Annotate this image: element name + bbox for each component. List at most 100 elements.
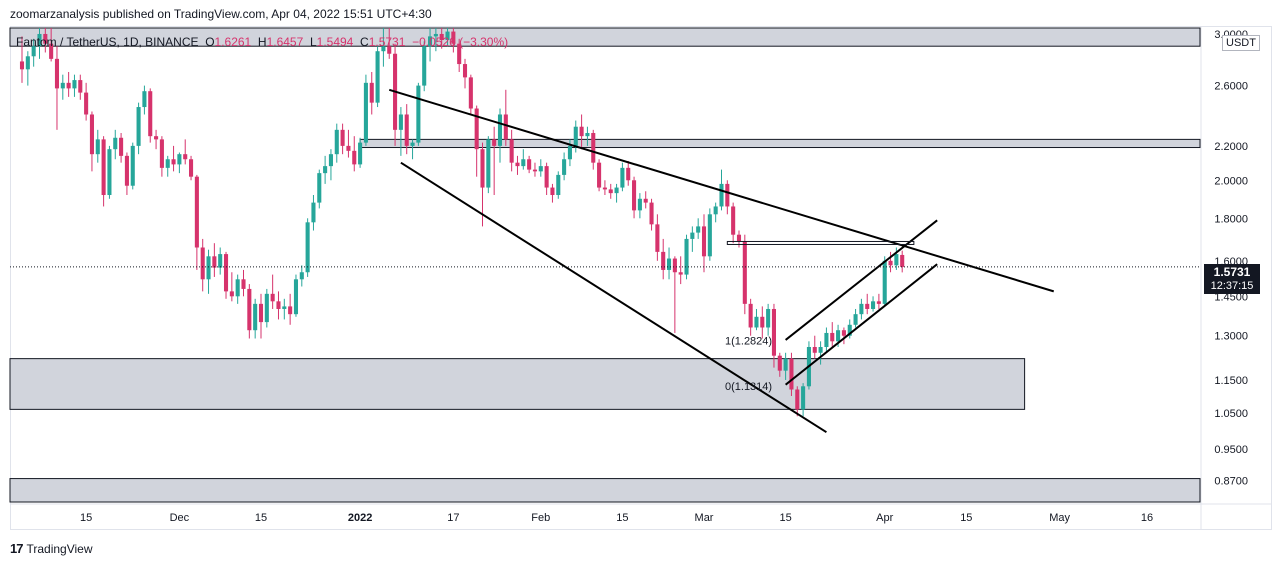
candle-body bbox=[527, 159, 532, 170]
candle-body bbox=[515, 162, 520, 167]
candle-body bbox=[37, 33, 42, 47]
candle-body bbox=[486, 139, 491, 188]
zone-box-3 bbox=[9, 478, 1201, 503]
candle-body bbox=[398, 114, 403, 130]
tradingview-footer[interactable]: 17 TradingView bbox=[10, 541, 93, 556]
fib-level-label-1: 0(1.1314) bbox=[725, 381, 772, 393]
candle-body bbox=[410, 142, 415, 146]
candle-body bbox=[282, 306, 287, 309]
candle-body bbox=[136, 107, 141, 146]
candle-body bbox=[474, 108, 479, 150]
candle-body bbox=[725, 183, 730, 207]
candle-body bbox=[358, 142, 363, 165]
x-tick-label: 2022 bbox=[348, 512, 372, 524]
candle-body bbox=[666, 258, 672, 270]
chart-frame[interactable] bbox=[10, 26, 1272, 530]
candle-body bbox=[632, 180, 637, 211]
y-tick-label: 2.0000 bbox=[1214, 175, 1248, 187]
candle-body bbox=[159, 139, 164, 168]
candle-body bbox=[620, 167, 625, 188]
candle-body bbox=[777, 355, 782, 371]
candle-body bbox=[655, 224, 660, 252]
candle-body bbox=[293, 279, 299, 315]
candle-body bbox=[60, 82, 65, 89]
candle-body bbox=[562, 159, 567, 175]
axis-layer: 3.00002.60002.20002.00001.80001.60001.45… bbox=[80, 29, 1248, 524]
candle-body bbox=[439, 33, 444, 41]
x-tick-label: 15 bbox=[960, 512, 972, 524]
candle-body bbox=[264, 293, 269, 323]
candle-body bbox=[171, 159, 176, 165]
reference-box-0 bbox=[726, 240, 915, 245]
zone-box-0 bbox=[9, 27, 1201, 47]
x-tick-label: 15 bbox=[779, 512, 791, 524]
candle-body bbox=[305, 222, 310, 273]
candle-body bbox=[445, 31, 450, 41]
candle-body bbox=[841, 330, 846, 336]
candle-body bbox=[503, 114, 508, 140]
candle-body bbox=[597, 162, 602, 188]
candle-body bbox=[451, 31, 456, 44]
candle-body bbox=[824, 332, 829, 347]
candle-body bbox=[19, 61, 25, 70]
candle-body bbox=[556, 174, 561, 196]
candle-body bbox=[119, 137, 124, 156]
y-tick-label: 1.3000 bbox=[1214, 331, 1248, 343]
legend-bar: Fantom / TetherUS, 1D, BINANCE O1.6261 H… bbox=[16, 34, 508, 50]
candle-body bbox=[247, 288, 252, 331]
candle-body bbox=[900, 254, 905, 267]
candle-body bbox=[270, 293, 275, 302]
candle-body bbox=[643, 198, 648, 203]
x-tick-label: Apr bbox=[876, 512, 893, 524]
candle-body bbox=[713, 206, 718, 215]
y-tick-label: 0.9500 bbox=[1214, 444, 1248, 456]
candle-body bbox=[468, 77, 473, 109]
candle-body bbox=[317, 173, 322, 203]
candle-body bbox=[276, 301, 281, 309]
candle-body bbox=[375, 51, 380, 103]
candle-body bbox=[54, 58, 60, 89]
candle-body bbox=[888, 260, 893, 266]
candle-body bbox=[789, 358, 794, 390]
candle-body bbox=[882, 260, 887, 304]
candle-body bbox=[492, 139, 497, 146]
candle-body bbox=[871, 301, 876, 309]
candle-body bbox=[783, 358, 788, 371]
candle-body bbox=[637, 198, 642, 211]
candle-body bbox=[422, 46, 427, 86]
currency-selector[interactable]: USDT bbox=[1222, 35, 1260, 51]
candle-body bbox=[433, 33, 438, 37]
candle-body bbox=[223, 254, 229, 292]
candle-body bbox=[124, 155, 129, 186]
candle-body bbox=[684, 238, 689, 275]
candle-body bbox=[707, 214, 712, 257]
candle-body bbox=[812, 346, 817, 353]
candle-body bbox=[165, 159, 170, 168]
candle-body bbox=[43, 33, 48, 44]
candle-body bbox=[218, 254, 223, 268]
legend-close-label: C bbox=[360, 35, 369, 49]
candle-body bbox=[678, 272, 683, 275]
trendline-1 bbox=[400, 161, 827, 434]
candle-body bbox=[142, 91, 147, 108]
candle-body bbox=[212, 256, 217, 268]
legend-open-label: O bbox=[205, 35, 215, 49]
candle-body bbox=[661, 251, 666, 270]
zones-layer bbox=[9, 27, 1201, 503]
legend-high: 1.6457 bbox=[266, 35, 304, 49]
candle-body bbox=[591, 132, 596, 163]
candle-body bbox=[72, 80, 77, 89]
x-tick-label: 16 bbox=[1141, 512, 1153, 524]
candle-body bbox=[672, 258, 677, 273]
candle-body bbox=[416, 85, 421, 143]
candle-body bbox=[480, 149, 485, 188]
y-tick-label: 1.1500 bbox=[1214, 375, 1248, 387]
candle-body bbox=[428, 36, 433, 47]
x-tick-label: Feb bbox=[531, 512, 550, 524]
candle-body bbox=[853, 314, 858, 325]
legend-low-label: L bbox=[309, 35, 317, 49]
candle-body bbox=[258, 303, 264, 323]
candle-body bbox=[101, 139, 106, 196]
candle-body bbox=[241, 279, 246, 289]
